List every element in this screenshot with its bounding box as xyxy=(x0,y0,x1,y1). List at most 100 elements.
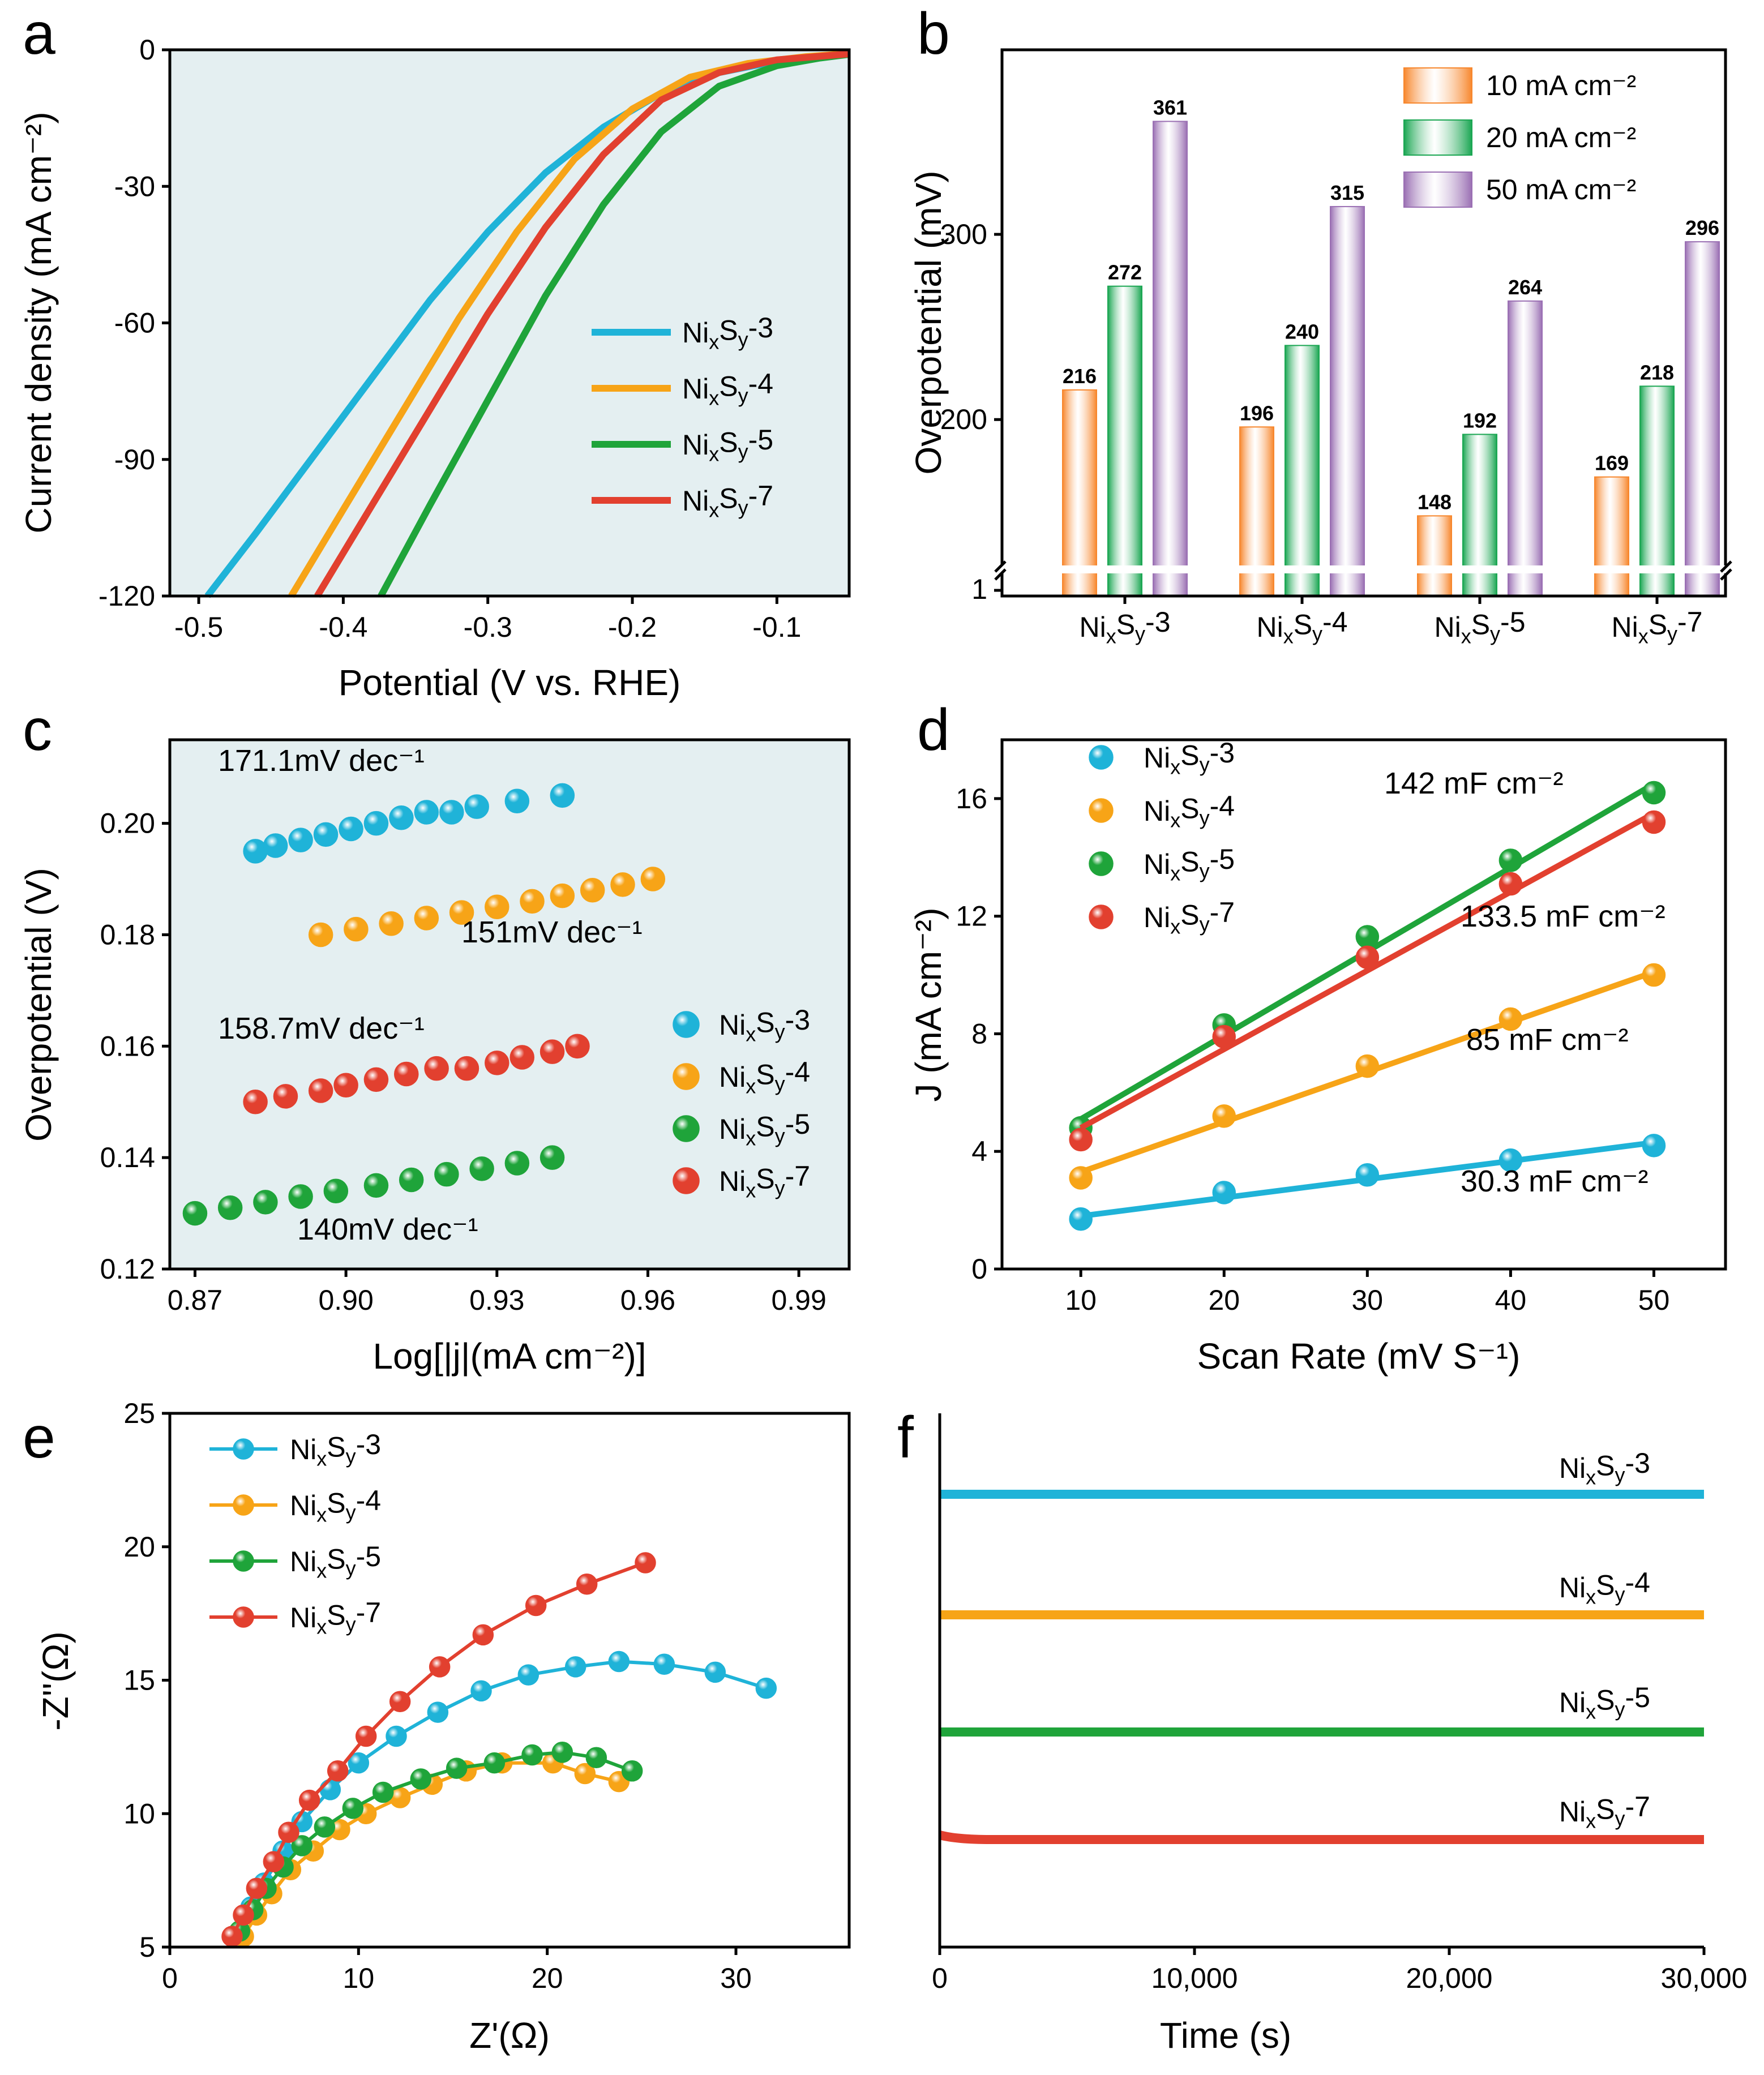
x-tick-label: 10,000 xyxy=(1151,1962,1238,1994)
legend-label: 50 mA cm⁻² xyxy=(1486,174,1636,205)
x-tick-label: 0.96 xyxy=(620,1284,675,1316)
x-axis-title: Log[|j|(mA cm⁻²)] xyxy=(373,1336,646,1377)
x-category-label: NixSy-3 xyxy=(1079,606,1170,648)
point-NixSy-5 xyxy=(399,1167,424,1193)
point-NixSy-3 xyxy=(470,1680,492,1702)
label-part: Ni xyxy=(682,429,709,461)
label-part: -4 xyxy=(356,1485,381,1516)
capacitance-annotation: 30.3 mF cm⁻² xyxy=(1461,1164,1649,1198)
point-NixSy-5 xyxy=(288,1184,313,1209)
bar-NixSy-7-0 xyxy=(1594,476,1629,597)
x-tick-label: -0.1 xyxy=(752,611,801,643)
label-part: Ni xyxy=(682,485,709,517)
point-NixSy-5 xyxy=(540,1145,565,1170)
point-NixSy-4 xyxy=(449,900,474,925)
x-tick-label: -0.2 xyxy=(608,611,657,643)
slope-annotation: 151mV dec⁻¹ xyxy=(461,915,643,949)
label-part: S xyxy=(719,315,738,346)
legend-label: NixSy-3 xyxy=(290,1429,381,1470)
x-axis-title: Time (s) xyxy=(1160,2015,1291,2056)
legend-label: NixSy-5 xyxy=(719,1108,810,1150)
label-part: y xyxy=(1615,1697,1625,1721)
bar-value-label: 192 xyxy=(1463,409,1497,432)
axes-frame xyxy=(1000,738,1727,1271)
trace-label: NixSy-3 xyxy=(1559,1447,1650,1489)
label-part: Ni xyxy=(1144,902,1170,933)
point-NixSy-5 xyxy=(1498,848,1523,872)
panel-c: 0.87 0.90 0.93 0.96 0.99 0.12 0.14 0.16 0.18 0.20… xyxy=(18,697,851,1377)
y-tick-label: 0 xyxy=(971,1253,987,1285)
legend-marker xyxy=(673,1115,700,1142)
point-NixSy-7 xyxy=(1069,1127,1093,1152)
label-part: S xyxy=(756,1007,774,1039)
legend-label: NixSy-3 xyxy=(719,1004,810,1045)
x-axis-title: Potential (V vs. RHE) xyxy=(339,662,681,703)
point-NixSy-5 xyxy=(469,1156,494,1181)
label-part: y xyxy=(346,1500,356,1524)
y-tick-label: 0.16 xyxy=(100,1030,155,1062)
y-tick-label: 8 xyxy=(971,1018,987,1049)
legend-marker xyxy=(673,1167,700,1194)
point-NixSy-5 xyxy=(182,1201,208,1226)
axis-break-mark xyxy=(994,568,1007,581)
y-tick-label: 300 xyxy=(940,218,987,250)
label-part: -7 xyxy=(1210,897,1235,928)
x-tick-label: 50 xyxy=(1638,1284,1670,1316)
point-NixSy-3 xyxy=(1498,1148,1523,1172)
point-NixSy-7 xyxy=(355,1725,377,1747)
point-NixSy-3 xyxy=(386,1725,407,1747)
point-NixSy-3 xyxy=(755,1677,777,1699)
point-NixSy-4 xyxy=(414,906,439,931)
label-part: x xyxy=(1170,862,1180,885)
y-tick-label: 0.14 xyxy=(100,1142,155,1173)
label-part: S xyxy=(1596,1570,1615,1601)
point-NixSy-3 xyxy=(1355,1163,1380,1187)
point-NixSy-7 xyxy=(429,1656,451,1678)
label-part: -4 xyxy=(1210,790,1235,822)
point-NixSy-5 xyxy=(253,1190,278,1215)
label-part: x xyxy=(1586,1810,1596,1833)
point-NixSy-7 xyxy=(333,1073,358,1097)
label-part: x xyxy=(1283,625,1294,648)
point-NixSy-7 xyxy=(263,1851,285,1872)
x-axis-title: Z'(Ω) xyxy=(469,2015,550,2056)
legend-marker xyxy=(1089,904,1114,929)
label-part: Ni xyxy=(1559,1687,1586,1718)
point-NixSy-7 xyxy=(394,1061,419,1087)
legend-marker xyxy=(233,1438,254,1460)
point-NixSy-4 xyxy=(640,867,666,891)
label-part: Ni xyxy=(682,373,709,405)
point-NixSy-7 xyxy=(1355,945,1380,970)
legend-label: NixSy-5 xyxy=(1144,843,1235,885)
label-part: -7 xyxy=(1625,1791,1650,1823)
x-tick-label: 10 xyxy=(343,1962,375,1994)
legend-swatch xyxy=(1403,172,1472,208)
point-NixSy-5 xyxy=(521,1744,543,1766)
axis-break-mark xyxy=(1720,568,1732,581)
label-part: S xyxy=(1471,609,1490,641)
point-NixSy-7 xyxy=(243,1089,268,1114)
label-part: S xyxy=(327,1600,345,1631)
label-part: S xyxy=(1116,609,1135,641)
bar-value-label: 218 xyxy=(1640,361,1674,384)
bar-NixSy-7-2 xyxy=(1685,241,1720,597)
label-part: -5 xyxy=(1625,1682,1650,1713)
trace-label: NixSy-7 xyxy=(1559,1791,1650,1832)
point-NixSy-4 xyxy=(550,883,575,908)
bar-value-label: 196 xyxy=(1240,401,1274,425)
point-NixSy-7 xyxy=(635,1552,656,1574)
curve-NixSy-7 xyxy=(314,50,850,598)
point-NixSy-7 xyxy=(308,1078,333,1103)
label-part: -3 xyxy=(785,1004,810,1036)
x-tick-label: -0.3 xyxy=(464,611,512,643)
plot-area xyxy=(170,740,849,1269)
label-part: Ni xyxy=(719,1113,746,1145)
point-NixSy-7 xyxy=(327,1760,349,1782)
point-NixSy-7 xyxy=(298,1789,320,1811)
point-NixSy-5 xyxy=(621,1760,643,1782)
y-axis-title: J (mA cm⁻²) xyxy=(908,907,949,1101)
label-part: x xyxy=(1586,1585,1596,1609)
legend-label: NixSy-5 xyxy=(290,1541,381,1582)
point-NixSy-4 xyxy=(1355,1054,1380,1078)
